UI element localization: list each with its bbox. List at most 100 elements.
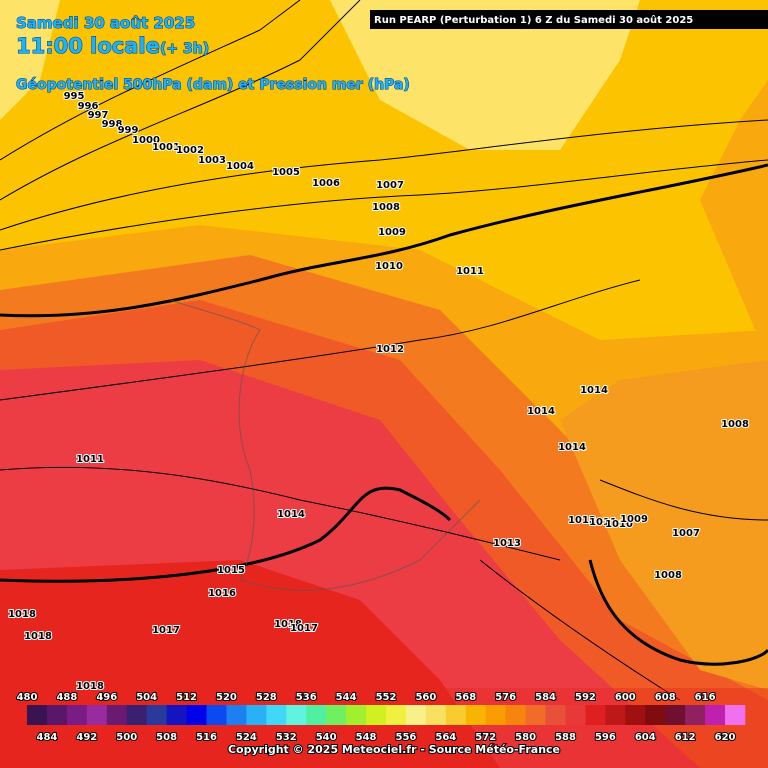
scale-swatch <box>86 705 108 725</box>
scale-swatch <box>405 705 427 725</box>
isobar-label: 1018 <box>8 609 36 620</box>
scale-label-bottom: 556 <box>396 732 417 743</box>
isobar-label: 1013 <box>493 538 521 549</box>
scale-swatch <box>366 705 387 725</box>
scale-swatch <box>445 705 467 725</box>
scale-swatch <box>625 705 646 725</box>
run-box <box>370 10 768 29</box>
scale-swatch <box>645 705 666 725</box>
scale-label-top: 576 <box>495 692 516 703</box>
scale-swatch <box>226 705 247 725</box>
scale-label-top: 488 <box>56 692 77 703</box>
isobar-label: 1011 <box>589 517 617 528</box>
scale-label-bottom: 532 <box>276 732 297 743</box>
scale-label-top: 480 <box>17 692 38 703</box>
scale-label-top: 528 <box>256 692 277 703</box>
scale-label-bottom: 492 <box>76 732 97 743</box>
scale-label-bottom: 524 <box>236 732 257 743</box>
isobar-label: 1003 <box>198 155 226 166</box>
isobar-label: 997 <box>88 110 109 121</box>
isobar-label: 996 <box>78 101 99 112</box>
scale-swatch <box>206 705 227 725</box>
scale-label-top: 608 <box>655 692 676 703</box>
isobar-label: 1002 <box>176 145 204 156</box>
date: Samedi 30 août 2025 <box>16 14 195 32</box>
scale-label-bottom: 604 <box>635 732 656 743</box>
isobar-label: 1014 <box>527 406 555 417</box>
scale-swatch <box>525 705 546 725</box>
isobar-label: 1005 <box>272 167 300 178</box>
scale-swatch <box>585 705 606 725</box>
field-band <box>330 0 640 150</box>
isobar-label: 1012 <box>376 344 404 355</box>
run-info: Run PEARP (Perturbation 1) 6 Z du Samedi… <box>374 14 693 26</box>
scale-label-bottom: 564 <box>435 732 456 743</box>
scale-label-top: 600 <box>615 692 636 703</box>
isobar-label: 1009 <box>378 227 406 238</box>
isobar-label: 1018 <box>274 619 302 630</box>
isobar-label: 1011 <box>456 266 484 277</box>
isobar-label: 1018 <box>24 631 52 642</box>
scale-label-bottom: 500 <box>116 732 137 743</box>
scale-label-top: 504 <box>136 692 157 703</box>
scale-label-bottom: 572 <box>475 732 496 743</box>
field-title: Géopotentiel 500hPa (dam) et Pression me… <box>16 77 410 93</box>
time: 11:00 locale <box>16 34 160 58</box>
scale-swatch <box>565 705 586 725</box>
isobar-label: 1008 <box>721 419 749 430</box>
scale-swatch <box>27 705 48 725</box>
scale-swatch <box>485 705 506 725</box>
scale-swatch <box>425 705 447 725</box>
isobar-label: 999 <box>118 125 139 136</box>
scale-label-bottom: 540 <box>316 732 337 743</box>
scale-label-bottom: 508 <box>156 732 177 743</box>
isobar-label: 1000 <box>132 135 160 146</box>
scale-swatch <box>146 705 167 725</box>
scale-label-bottom: 596 <box>595 732 616 743</box>
isobar-label: 1018 <box>76 681 104 692</box>
scale-label-bottom: 484 <box>37 732 58 743</box>
isobar-label: 1017 <box>290 623 318 634</box>
scale-swatch <box>326 705 347 725</box>
scale-label-top: 592 <box>575 692 596 703</box>
scale-swatch <box>166 705 187 725</box>
isobar-label: 998 <box>102 119 123 130</box>
scale-swatch <box>106 705 128 725</box>
isobar-label: 1014 <box>277 509 305 520</box>
scale-swatch <box>66 705 88 725</box>
scale-label-top: 512 <box>176 692 197 703</box>
field-band <box>560 360 768 690</box>
isobar-label: 1011 <box>76 454 104 465</box>
copyright: Copyright © 2025 Meteociel.fr - Source M… <box>228 743 560 756</box>
scale-label-top: 536 <box>296 692 317 703</box>
isobar-label: 1001 <box>152 142 180 153</box>
scale-swatch <box>705 705 726 725</box>
scale-label-top: 584 <box>535 692 556 703</box>
isobar-label: 1017 <box>152 625 180 636</box>
scale-swatch <box>286 705 307 725</box>
scale-swatch <box>346 705 367 725</box>
scale-swatch <box>46 705 68 725</box>
isobars <box>0 0 768 701</box>
scale-label-top: 568 <box>455 692 476 703</box>
isobars-thick <box>0 163 768 666</box>
scale-swatch <box>505 705 526 725</box>
color-scale: 480 488 496 504 512 520 528 536 544 552 560 568 576 5… <box>16 691 746 744</box>
lead-time: (+ 3h) <box>160 41 209 57</box>
scale-label-bottom: 580 <box>515 732 536 743</box>
scale-swatch <box>685 705 706 725</box>
scale-label-bottom: 588 <box>555 732 576 743</box>
coastlines <box>169 299 481 591</box>
isobar-label: 1010 <box>605 519 633 530</box>
isobar-label: 1010 <box>375 261 403 272</box>
scale-swatch <box>465 705 487 725</box>
isobar-label: 1014 <box>558 442 586 453</box>
scale-swatch <box>126 705 147 725</box>
isobar-label: 1014 <box>580 385 608 396</box>
scale-label-top: 552 <box>376 692 397 703</box>
isobar-label: 1012 <box>568 515 596 526</box>
scale-swatch <box>725 705 746 725</box>
scale-backdrop <box>0 688 768 768</box>
scale-swatch <box>266 705 287 725</box>
